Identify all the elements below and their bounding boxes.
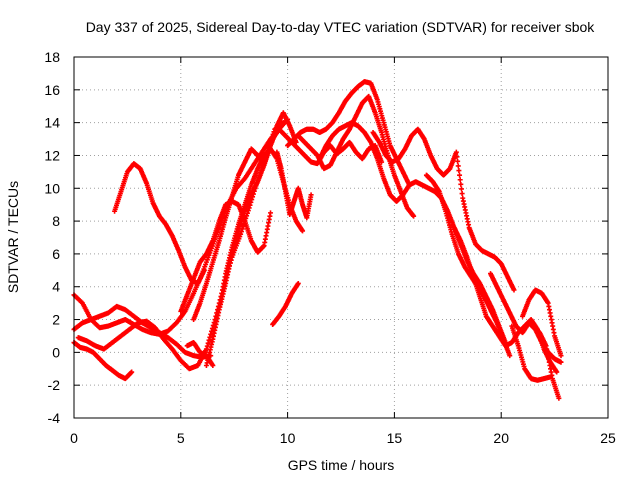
data-point [558,359,564,365]
x-axis-label: GPS time / hours [288,457,395,473]
y-tick-label: 14 [44,115,60,131]
data-point [455,163,461,169]
data-point [204,343,210,349]
data-point [210,362,216,368]
x-tick-label: 20 [493,430,509,446]
y-tick-label: 6 [52,246,60,262]
y-tick-label: 2 [52,312,60,328]
data-point [300,228,306,234]
data-point [268,210,274,216]
y-tick-label: -4 [48,410,61,426]
series-arc-20 [520,287,564,359]
series-arc-3 [71,340,135,382]
data-point [556,395,562,401]
data-point [201,267,207,273]
series-arc-21 [530,323,562,401]
data-point [459,191,465,197]
series-arc-14 [317,120,508,346]
series-arc-19 [509,323,553,383]
series-arc-10 [274,149,314,221]
series-arc-6 [178,198,274,314]
y-tick-label: 8 [52,213,60,229]
data-point [507,353,513,359]
x-tick-label: 15 [387,430,403,446]
data-point [458,186,464,192]
y-tick-label: 16 [44,82,60,98]
data-point [411,213,417,219]
series-arc-5 [112,161,207,286]
data-point [308,192,314,198]
data-point [511,287,517,293]
x-tick-label: 25 [600,430,616,446]
series-arc-23 [270,280,301,327]
y-tick-label: -2 [48,377,61,393]
y-tick-label: 4 [52,279,60,295]
data-point [238,231,244,237]
data-point [456,168,462,174]
y-axis-label: SDTVAR / TECUs [5,181,21,293]
series-arc-22 [184,340,216,368]
data-points [71,79,564,401]
y-tick-label: 10 [44,180,60,196]
x-tick-label: 0 [70,430,78,446]
series-arc-8 [203,110,299,368]
y-tick-label: 18 [44,49,60,65]
data-point [454,154,460,160]
data-point [458,181,464,187]
data-point [280,120,286,126]
data-point [558,353,564,359]
data-point [207,334,213,340]
x-tick-label: 5 [177,430,185,446]
data-point [455,158,461,164]
data-point [453,149,459,155]
plot-frame [73,56,609,419]
data-point [554,369,560,375]
data-point [457,172,463,178]
data-point [129,369,135,375]
series-arc-15 [370,126,517,293]
axes: 0 5 10 15 20 25 -4 -2 0 2 4 6 8 10 12 14 16 18 [44,49,616,446]
data-point [206,337,212,343]
data-point [205,340,211,346]
chart-title: Day 337 of 2025, Sidereal Day-to-day VTE… [86,19,596,35]
data-point [295,280,301,286]
data-point [457,177,463,183]
y-tick-label: 12 [44,147,60,163]
x-tick-label: 10 [280,430,296,446]
y-tick-label: 0 [52,344,60,360]
